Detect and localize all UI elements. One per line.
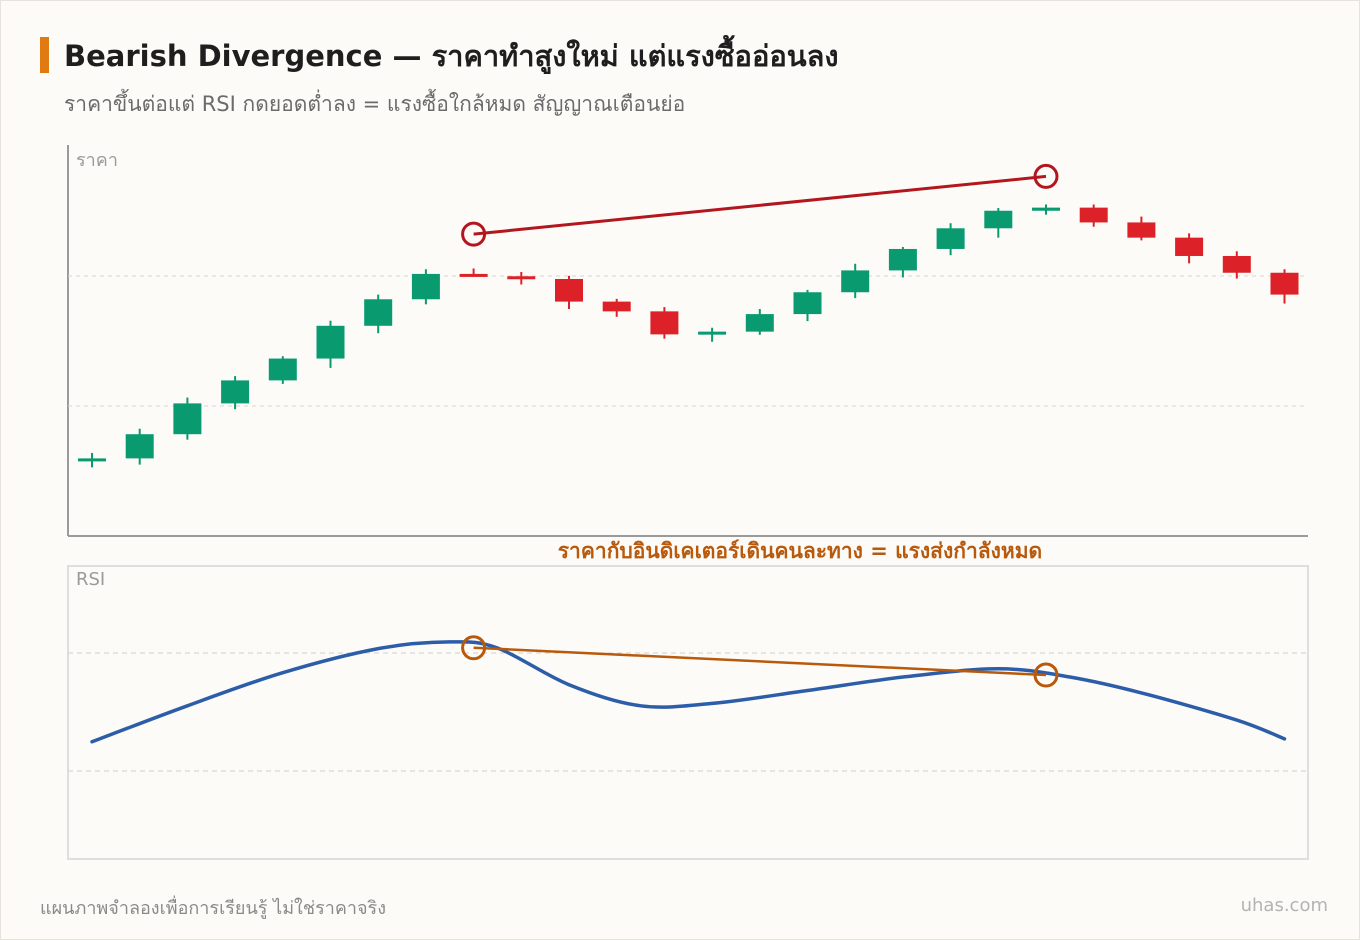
rsi-divergence-line (473, 646, 1047, 677)
candle (793, 289, 822, 322)
candle (698, 327, 727, 342)
footer-disclaimer: แผนภาพจำลองเพื่อการเรียนรู้ ไม่ใช่ราคาจร… (40, 898, 386, 919)
bearish-candle-body (507, 276, 536, 280)
candle (1032, 204, 1060, 215)
rsi-panel-label: RSI (76, 569, 105, 590)
bullish-candle-body (888, 248, 917, 271)
bearish-candle-body (1270, 272, 1299, 295)
price-high-marker (461, 221, 487, 247)
candle (125, 428, 154, 465)
bullish-candle-body (125, 434, 154, 459)
bullish-candle-body (221, 380, 250, 404)
candle (411, 269, 440, 305)
candlestick-series (78, 204, 1299, 468)
candle (650, 307, 679, 339)
bullish-candle-body (841, 270, 870, 293)
candle (1175, 233, 1204, 264)
bullish-candle-body (78, 458, 106, 462)
candle (78, 452, 106, 468)
candle (888, 247, 917, 278)
candle (1222, 251, 1251, 279)
rsi-divergence-group (461, 635, 1059, 688)
rsi-panel-border (67, 565, 1309, 860)
candle (364, 294, 393, 334)
candle (1127, 216, 1156, 241)
bearish-candle-body (1222, 255, 1251, 273)
footer-brand: uhas.com (1240, 895, 1328, 916)
chart-title: Bearish Divergence — ราคาทำสูงใหม่ แต่แร… (64, 39, 839, 73)
bullish-candle-body (984, 210, 1013, 229)
candle (507, 271, 536, 285)
bearish-candle-body (1175, 237, 1204, 256)
bearish-candle-body (602, 301, 631, 312)
candle (984, 208, 1013, 238)
bullish-candle-body (316, 325, 345, 359)
bearish-candle-body (555, 278, 583, 302)
price-divergence-line (473, 174, 1047, 236)
candle (173, 397, 202, 440)
bearish-candle-body (650, 311, 679, 335)
bearish-candle-body (459, 273, 488, 277)
bearish-candle-body (1079, 207, 1108, 223)
candle (602, 298, 631, 317)
rsi-high-marker (1033, 662, 1059, 688)
divergence-annotation: ราคากับอินดิเคเตอร์เดินคนละทาง = แรงส่งก… (558, 539, 1042, 563)
candle (1079, 204, 1108, 227)
bullish-candle-body (173, 403, 202, 435)
candle (936, 223, 965, 256)
bullish-candle-body (745, 314, 774, 332)
candle (268, 356, 297, 384)
candle (555, 275, 583, 310)
rsi-high-marker (461, 635, 487, 661)
price-high-marker (1033, 163, 1059, 189)
candle (1270, 269, 1299, 304)
chart-subtitle: ราคาขึ้นต่อแต่ RSI กดยอดต่ำลง = แรงซื้อใ… (64, 92, 686, 116)
candle (745, 309, 774, 335)
bullish-candle-body (1032, 207, 1060, 211)
candle (316, 320, 345, 368)
bullish-candle-body (793, 292, 822, 315)
title-accent-bar (40, 37, 49, 73)
bearish-candle-body (1127, 222, 1156, 238)
bullish-candle-body (698, 331, 727, 335)
rsi-line (90, 640, 1287, 744)
price-divergence-group (461, 163, 1059, 247)
bullish-candle-body (411, 273, 440, 300)
bullish-candle-body (268, 358, 297, 381)
bullish-candle-body (936, 228, 965, 249)
candle (841, 263, 870, 299)
candle (459, 268, 488, 277)
bullish-candle-body (364, 299, 393, 326)
candle (221, 376, 250, 410)
price-panel-label: ราคา (76, 150, 118, 171)
